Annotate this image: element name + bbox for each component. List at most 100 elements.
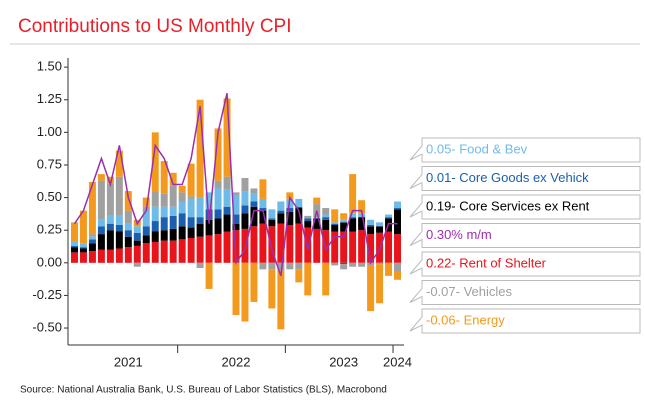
- bar-segment: [97, 249, 105, 263]
- bar-segment: [277, 201, 285, 211]
- bar-segment: [358, 230, 366, 263]
- bar-segment: [115, 248, 123, 263]
- legend-label: -0.07- Vehicles: [426, 284, 512, 299]
- bar-segment: [88, 239, 96, 244]
- bar-segment: [160, 230, 168, 241]
- bar-segment: [268, 219, 276, 227]
- y-tick-label: 0.00: [37, 254, 62, 269]
- bar-segment: [394, 234, 401, 263]
- bar-segment: [394, 262, 401, 272]
- bar-segment: [142, 235, 150, 244]
- bar-segment: [349, 231, 357, 263]
- bar-segment: [124, 247, 132, 263]
- bar-segment: [115, 150, 123, 177]
- bar-segment: [71, 222, 78, 242]
- legend-box: [409, 194, 641, 220]
- source: Source: National Australia Bank, U.S. Bu…: [20, 385, 387, 396]
- legend-label: 0.01- Core Goods ex Vehick: [426, 170, 589, 185]
- bar-segment: [340, 222, 348, 232]
- bar-segment: [376, 222, 384, 227]
- bar-segment: [169, 185, 177, 207]
- bar-segment: [151, 206, 159, 222]
- bar-segment: [223, 176, 231, 190]
- bar-segment: [367, 265, 375, 312]
- bar-segment: [151, 191, 159, 207]
- bar-segment: [106, 223, 114, 231]
- bar-segment: [169, 240, 177, 263]
- bar-segment: [124, 191, 132, 211]
- bar-segment: [304, 215, 312, 219]
- bar-segment: [304, 221, 312, 228]
- bar-segment: [313, 218, 321, 229]
- bar-segment: [331, 231, 339, 263]
- bar-segment: [133, 232, 141, 241]
- bar-segment: [322, 262, 330, 296]
- bar-segment: [295, 223, 303, 263]
- bar-segment: [142, 243, 150, 263]
- bar-segment: [214, 234, 222, 263]
- bar-segment: [241, 191, 249, 206]
- y-tick-label: 0.25: [37, 222, 62, 237]
- bar-segment: [367, 234, 375, 263]
- bar-segment: [358, 200, 366, 214]
- bar-segment: [187, 238, 195, 263]
- bar-segment: [394, 201, 401, 209]
- bar-segment: [322, 219, 330, 231]
- bar-segment: [187, 227, 195, 239]
- bar-segment: [97, 174, 105, 181]
- bar-segment: [241, 213, 249, 229]
- bar-segment: [358, 217, 366, 231]
- bar-segment: [71, 247, 78, 253]
- bar-segment: [106, 183, 114, 216]
- bar-segment: [277, 270, 285, 330]
- bar-segment: [79, 248, 87, 253]
- bar-segment: [232, 262, 240, 315]
- legend-label: -0.06- Energy: [426, 312, 505, 327]
- bar-segment: [349, 174, 357, 214]
- legend-label: 0.19- Core Services ex Rent: [426, 198, 590, 213]
- bar-segment: [169, 172, 177, 186]
- bar-segment: [385, 231, 393, 263]
- bar-segment: [160, 240, 168, 263]
- bar-segment: [124, 223, 132, 231]
- bar-segment: [394, 209, 401, 235]
- bar-segment: [322, 217, 330, 220]
- bar-segment: [223, 214, 231, 232]
- bar-segment: [88, 236, 96, 240]
- bar-segment: [214, 180, 222, 189]
- bar-segment: [88, 251, 96, 263]
- bar-segment: [79, 243, 87, 248]
- bar-segment: [178, 185, 186, 193]
- bar-segment: [160, 161, 168, 194]
- bar-segment: [196, 223, 204, 237]
- bar-segment: [232, 214, 240, 224]
- bar-segment: [331, 209, 339, 223]
- bar-segment: [151, 231, 159, 242]
- bar-segment: [286, 224, 294, 263]
- bar-segment: [232, 223, 240, 231]
- bar-segment: [133, 245, 141, 263]
- bar-segment: [205, 192, 213, 210]
- bar-segment: [124, 210, 132, 224]
- bar-segment: [313, 217, 321, 219]
- bar-segment: [295, 262, 303, 270]
- bar-segment: [295, 198, 303, 207]
- bar-segment: [97, 219, 105, 227]
- bar-segment: [214, 218, 222, 235]
- bar-segment: [106, 176, 114, 184]
- bar-segment: [178, 192, 186, 202]
- bar-segment: [169, 228, 177, 241]
- bar-segment: [304, 227, 312, 263]
- bar-segment: [259, 210, 267, 224]
- bar-segment: [322, 214, 330, 218]
- bar-segment: [214, 188, 222, 210]
- bar-segment: [115, 215, 123, 225]
- bar-segment: [241, 178, 249, 192]
- bar-segment: [133, 240, 141, 246]
- bar-segment: [295, 269, 303, 283]
- bar-segment: [322, 208, 330, 215]
- x-tick-label: 2022: [222, 354, 251, 369]
- y-tick-label: 1.25: [37, 91, 62, 106]
- bar-segment: [286, 192, 294, 199]
- legend-label: 0.05- Food & Bev: [426, 141, 528, 156]
